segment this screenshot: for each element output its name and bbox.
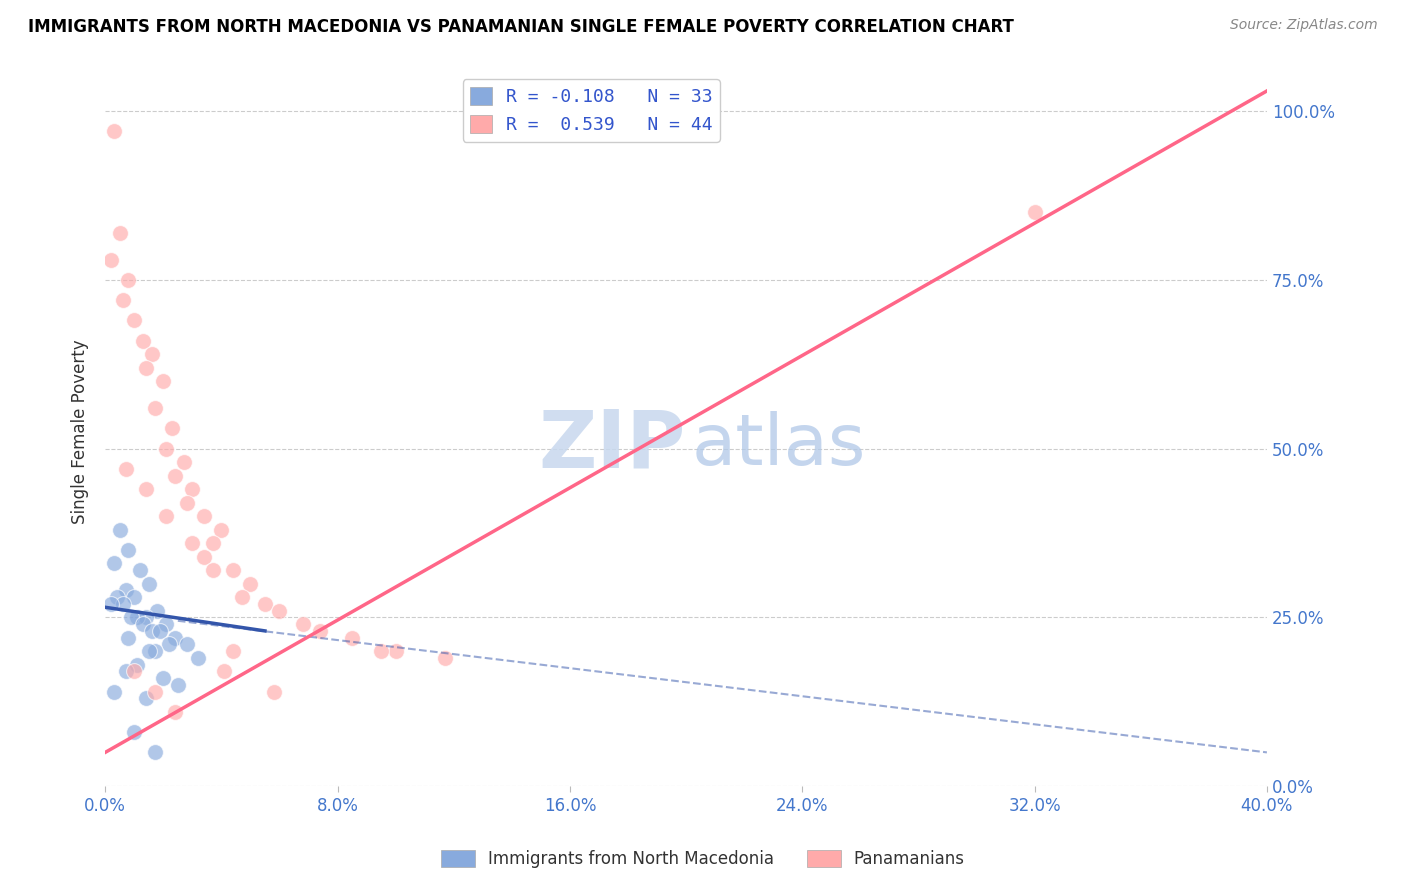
Point — [149, 624, 172, 638]
Point — [222, 644, 245, 658]
Point — [122, 725, 145, 739]
Point — [132, 617, 155, 632]
Point — [176, 496, 198, 510]
Point — [138, 576, 160, 591]
Point — [135, 691, 157, 706]
Point — [111, 597, 134, 611]
Point — [117, 273, 139, 287]
Text: IMMIGRANTS FROM NORTH MACEDONIA VS PANAMANIAN SINGLE FEMALE POVERTY CORRELATION : IMMIGRANTS FROM NORTH MACEDONIA VS PANAM… — [28, 18, 1014, 36]
Point — [143, 401, 166, 416]
Point — [176, 637, 198, 651]
Point — [160, 421, 183, 435]
Point — [1024, 205, 1046, 219]
Point — [135, 610, 157, 624]
Point — [103, 557, 125, 571]
Point — [157, 637, 180, 651]
Point — [117, 631, 139, 645]
Point — [114, 665, 136, 679]
Point — [253, 597, 276, 611]
Point — [173, 455, 195, 469]
Point — [193, 549, 215, 564]
Point — [152, 374, 174, 388]
Point — [103, 684, 125, 698]
Point — [193, 509, 215, 524]
Point — [309, 624, 332, 638]
Point — [155, 509, 177, 524]
Point — [155, 442, 177, 456]
Point — [155, 617, 177, 632]
Point — [141, 347, 163, 361]
Point — [129, 563, 152, 577]
Point — [122, 665, 145, 679]
Point — [434, 651, 457, 665]
Point — [163, 705, 186, 719]
Point — [114, 462, 136, 476]
Point — [122, 590, 145, 604]
Point — [340, 631, 363, 645]
Point — [269, 604, 291, 618]
Text: atlas: atlas — [692, 411, 866, 481]
Point — [105, 590, 128, 604]
Point — [114, 583, 136, 598]
Point — [143, 745, 166, 759]
Point — [201, 536, 224, 550]
Point — [209, 523, 232, 537]
Point — [120, 610, 142, 624]
Point — [100, 252, 122, 267]
Y-axis label: Single Female Poverty: Single Female Poverty — [72, 340, 89, 524]
Text: ZIP: ZIP — [538, 407, 686, 485]
Point — [181, 482, 204, 496]
Point — [135, 482, 157, 496]
Point — [127, 657, 149, 672]
Point — [122, 313, 145, 327]
Text: Source: ZipAtlas.com: Source: ZipAtlas.com — [1230, 18, 1378, 32]
Point — [163, 468, 186, 483]
Point — [108, 523, 131, 537]
Point — [141, 624, 163, 638]
Point — [231, 590, 253, 604]
Point — [135, 360, 157, 375]
Point — [143, 684, 166, 698]
Point — [132, 334, 155, 348]
Point — [111, 293, 134, 308]
Point — [100, 597, 122, 611]
Point — [201, 563, 224, 577]
Point — [263, 684, 285, 698]
Point — [117, 542, 139, 557]
Point — [163, 631, 186, 645]
Point — [152, 671, 174, 685]
Point — [103, 124, 125, 138]
Point — [187, 651, 209, 665]
Point — [108, 226, 131, 240]
Point — [146, 604, 169, 618]
Point — [181, 536, 204, 550]
Point — [222, 563, 245, 577]
Point — [127, 610, 149, 624]
Point — [370, 644, 392, 658]
Point — [143, 644, 166, 658]
Point — [214, 665, 236, 679]
Point — [291, 617, 314, 632]
Point — [384, 644, 406, 658]
Point — [166, 678, 188, 692]
Point — [138, 644, 160, 658]
Legend: Immigrants from North Macedonia, Panamanians: Immigrants from North Macedonia, Panaman… — [434, 843, 972, 875]
Legend: R = -0.108   N = 33, R =  0.539   N = 44: R = -0.108 N = 33, R = 0.539 N = 44 — [463, 79, 720, 142]
Point — [239, 576, 262, 591]
